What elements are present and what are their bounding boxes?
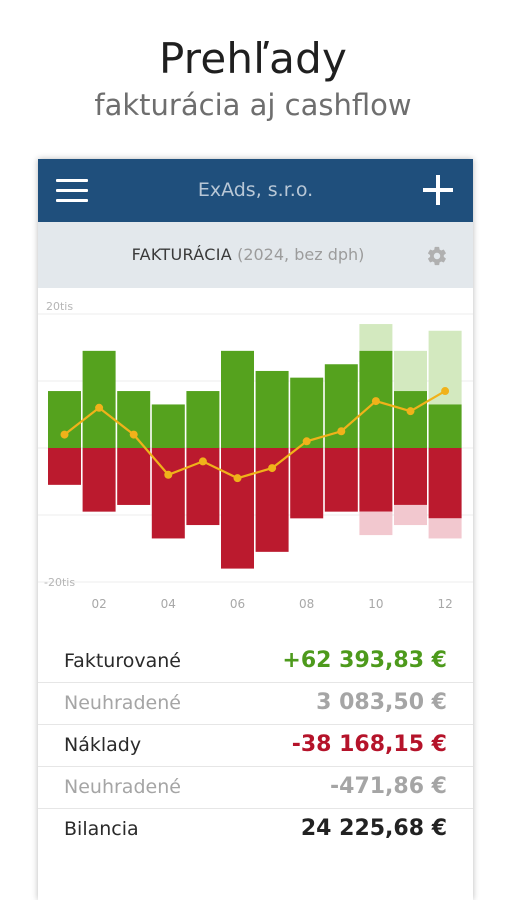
bar-expense xyxy=(394,448,427,505)
report-type-label: FAKTURÁCIA xyxy=(131,245,232,264)
promo-subtitle: fakturácia aj cashflow xyxy=(94,88,412,122)
plus-icon[interactable] xyxy=(423,175,453,205)
bar-income xyxy=(290,377,324,448)
bar-income-projected xyxy=(394,350,427,392)
bar-income xyxy=(186,391,220,448)
bar-income xyxy=(255,370,289,448)
report-title[interactable]: FAKTURÁCIA (2024, bez dph) xyxy=(38,245,458,264)
summary-value: +62 393,83 € xyxy=(282,648,447,673)
summary-row[interactable]: Bilancia 24 225,68 € xyxy=(38,808,473,850)
bar-expense xyxy=(428,448,462,519)
gear-icon[interactable] xyxy=(426,245,448,267)
balance-line xyxy=(63,390,446,480)
bar-expense xyxy=(255,448,289,552)
balance-point xyxy=(302,437,311,446)
summary-row[interactable]: Náklady -38 168,15 € xyxy=(38,724,473,766)
bar-income xyxy=(151,404,185,448)
x-tick-label: 10 xyxy=(368,597,383,611)
x-tick-label: 08 xyxy=(299,597,314,611)
balance-point xyxy=(164,470,173,479)
bar-income xyxy=(221,350,254,448)
bar-expense-projected xyxy=(428,518,462,539)
summary-label: Neuhradené xyxy=(64,692,181,714)
summary-value: -471,86 € xyxy=(330,774,447,799)
hamburger-menu-icon[interactable] xyxy=(56,179,88,203)
bar-income-projected xyxy=(359,324,393,351)
balance-point xyxy=(268,464,277,473)
bar-expense-projected xyxy=(394,504,427,526)
y-tick-label: -20tis xyxy=(44,576,75,589)
summary-label: Neuhradené xyxy=(64,776,181,798)
x-tick-label: 12 xyxy=(437,597,452,611)
balance-point xyxy=(95,403,104,412)
y-tick-label: 20tis xyxy=(46,300,73,313)
balance-point xyxy=(406,407,415,416)
bar-income xyxy=(48,391,81,448)
summary-row[interactable]: Neuhradené -471,86 € xyxy=(38,766,473,808)
app-bar: ExAds, s.r.o. xyxy=(38,159,473,222)
summary-row[interactable]: Fakturované +62 393,83 € xyxy=(38,641,473,682)
bar-expense xyxy=(82,448,116,512)
summary-label: Bilancia xyxy=(64,818,139,840)
summary-value: 24 225,68 € xyxy=(300,816,447,841)
summary-label: Fakturované xyxy=(64,650,181,672)
bar-expense xyxy=(324,448,358,512)
balance-point xyxy=(441,387,450,396)
bar-expense xyxy=(359,448,393,512)
bar-expense xyxy=(48,448,81,485)
app-card: ExAds, s.r.o. FAKTURÁCIA (2024, bez dph)… xyxy=(38,159,473,900)
balance-point xyxy=(60,430,69,439)
x-tick-label: 06 xyxy=(230,597,245,611)
summary-value: -38 168,15 € xyxy=(291,732,447,757)
summary-row[interactable]: Neuhradené 3 083,50 € xyxy=(38,682,473,724)
bar-income xyxy=(394,391,427,448)
balance-point xyxy=(198,457,207,466)
bar-income xyxy=(117,391,151,448)
x-tick-label: 04 xyxy=(161,597,176,611)
promo-title: Prehľady xyxy=(159,34,347,83)
invoicing-chart[interactable]: 20tis -20tis 02 04 06 08 10 12 xyxy=(38,288,473,628)
bar-income xyxy=(82,350,116,448)
bar-expense xyxy=(117,448,151,505)
bar-expense xyxy=(290,448,324,519)
report-header: FAKTURÁCIA (2024, bez dph) xyxy=(38,222,473,288)
x-tick-label: 02 xyxy=(91,597,106,611)
bar-expense xyxy=(221,448,254,569)
balance-point xyxy=(337,427,346,436)
balance-point xyxy=(233,474,242,483)
balance-point xyxy=(129,430,138,439)
report-period-label: (2024, bez dph) xyxy=(237,245,365,264)
summary-value: 3 083,50 € xyxy=(316,690,447,715)
bar-expense-projected xyxy=(359,511,393,536)
company-title[interactable]: ExAds, s.r.o. xyxy=(197,179,314,201)
balance-point xyxy=(371,397,380,406)
bar-income xyxy=(428,404,462,448)
summary-label: Náklady xyxy=(64,734,142,756)
summary-list: Fakturované +62 393,83 € Neuhradené 3 083,5… xyxy=(38,641,473,850)
